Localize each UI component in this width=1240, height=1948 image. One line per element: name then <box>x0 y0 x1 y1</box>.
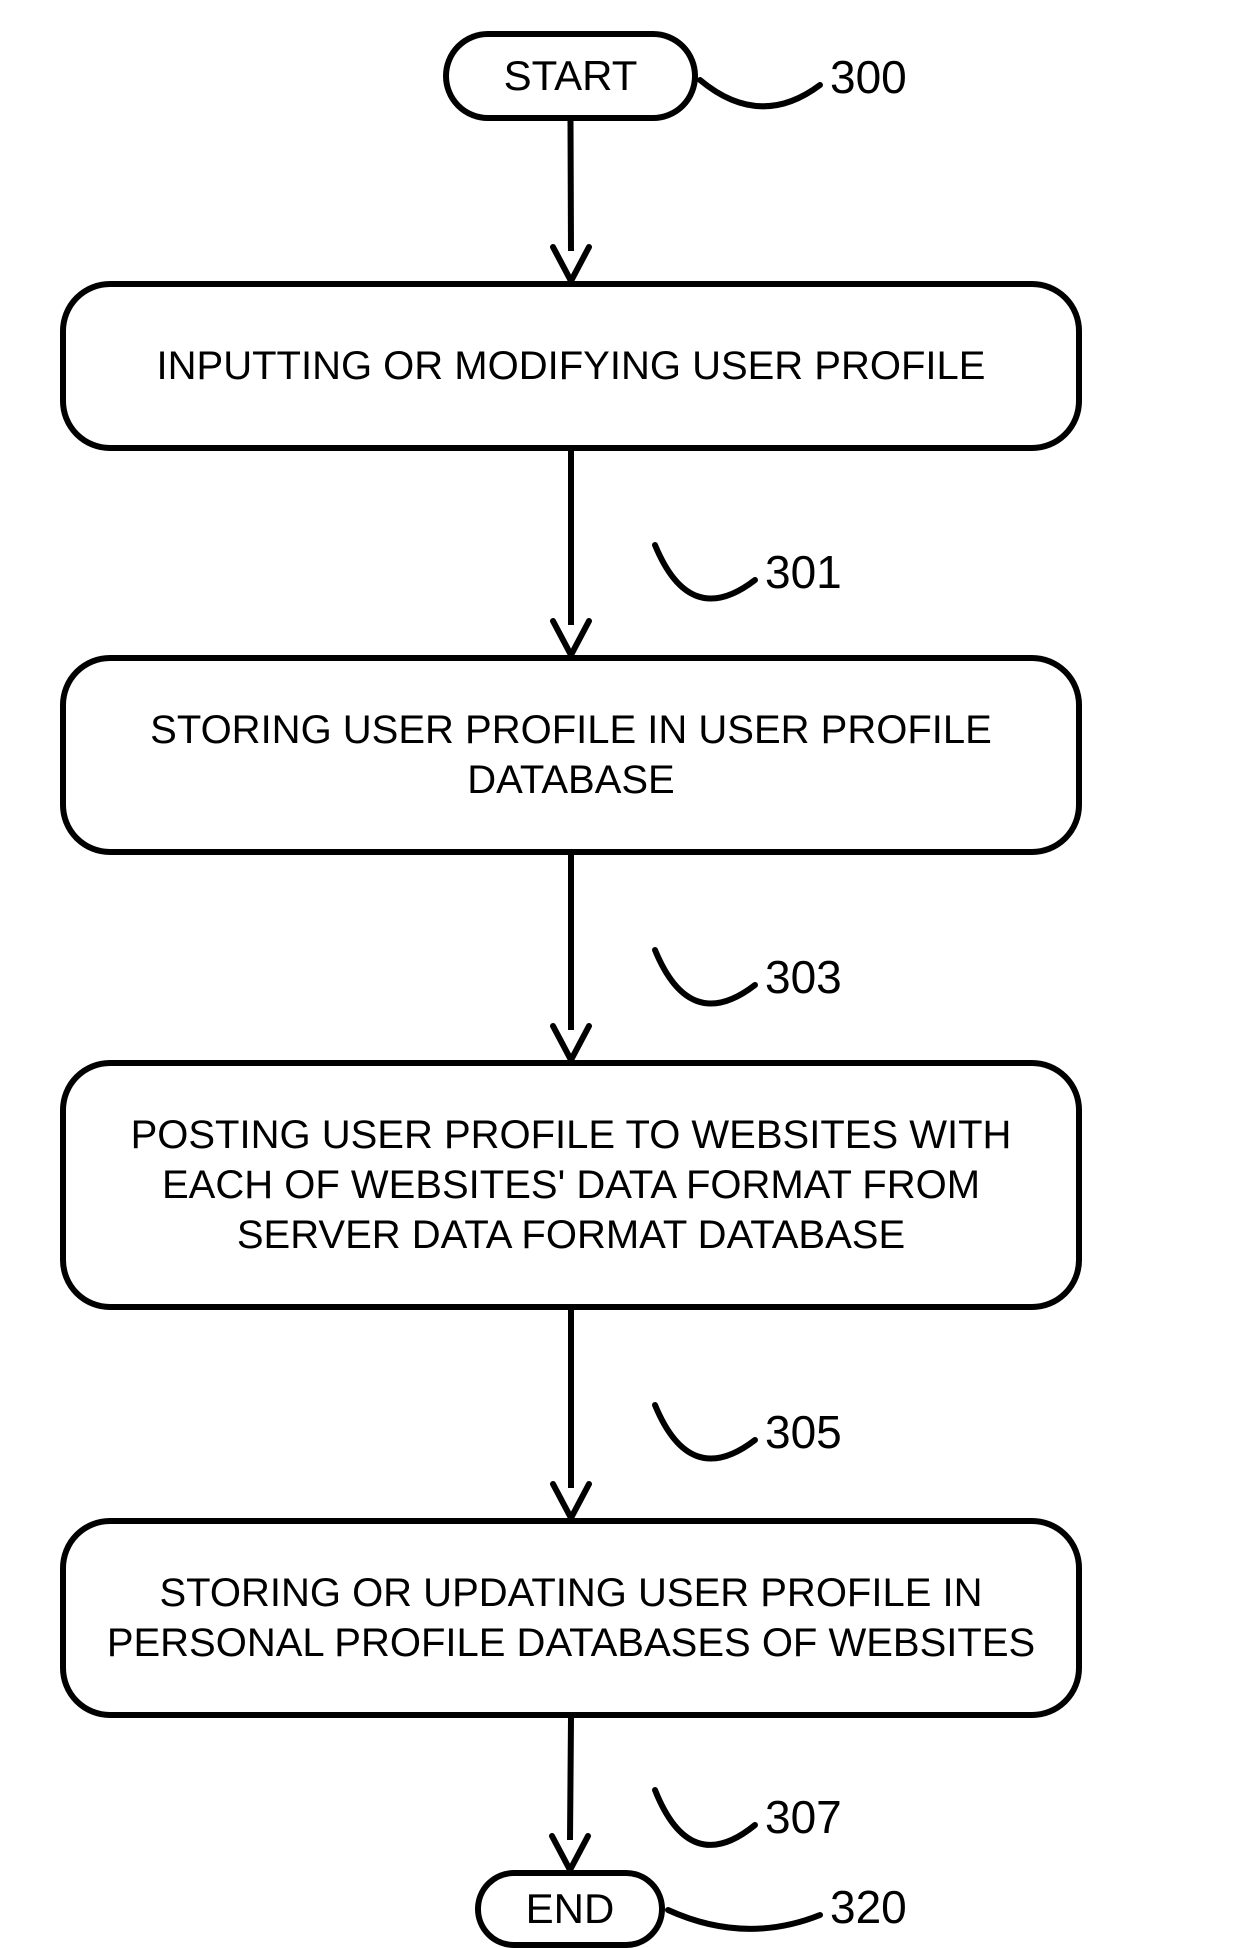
ref-300: 300 <box>830 50 907 104</box>
ref-301-text: 301 <box>765 546 842 598</box>
process-305-label: POSTING USER PROFILE TO WEBSITES WITH EA… <box>106 1110 1036 1260</box>
ref-320-text: 320 <box>830 1881 907 1933</box>
ref-305-text: 305 <box>765 1406 842 1458</box>
ref-303: 303 <box>765 950 842 1004</box>
ref-307: 307 <box>765 1790 842 1844</box>
process-303-label: STORING USER PROFILE IN USER PROFILE DAT… <box>106 705 1036 805</box>
start-terminal: START <box>443 31 698 121</box>
start-label: START <box>504 50 638 103</box>
ref-305: 305 <box>765 1405 842 1459</box>
process-305: POSTING USER PROFILE TO WEBSITES WITH EA… <box>60 1060 1082 1310</box>
ref-303-text: 303 <box>765 951 842 1003</box>
process-307: STORING OR UPDATING USER PROFILE IN PERS… <box>60 1518 1082 1718</box>
process-303: STORING USER PROFILE IN USER PROFILE DAT… <box>60 655 1082 855</box>
process-307-label: STORING OR UPDATING USER PROFILE IN PERS… <box>106 1568 1036 1668</box>
ref-301: 301 <box>765 545 842 599</box>
ref-320: 320 <box>830 1880 907 1934</box>
end-label: END <box>526 1883 615 1936</box>
process-301-label: INPUTTING OR MODIFYING USER PROFILE <box>157 341 986 391</box>
process-301: INPUTTING OR MODIFYING USER PROFILE <box>60 281 1082 451</box>
ref-307-text: 307 <box>765 1791 842 1843</box>
end-terminal: END <box>475 1870 665 1948</box>
ref-300-text: 300 <box>830 51 907 103</box>
